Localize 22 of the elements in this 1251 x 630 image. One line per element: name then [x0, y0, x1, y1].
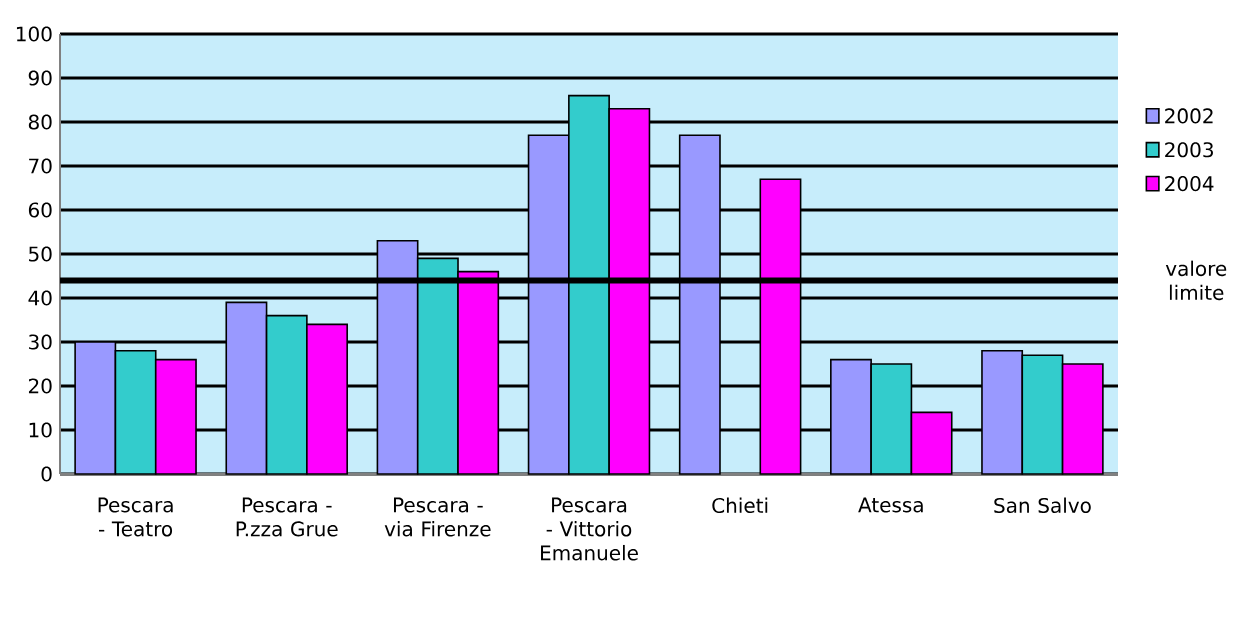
y-tick-label: 70	[29, 158, 52, 174]
y-tick-label: 30	[29, 334, 52, 350]
x-tick-label: Atessa	[858, 497, 923, 513]
y-tick-label: 100	[16, 26, 52, 42]
x-tick-label: Pescara - via Firenze	[384, 497, 491, 537]
x-tick-label: Pescara - Teatro	[98, 497, 173, 537]
legend-label: 2003	[1165, 142, 1213, 158]
y-tick-label: 80	[28, 114, 52, 130]
y-tick-label: 90	[28, 70, 52, 86]
y-tick-label: 20	[28, 378, 52, 394]
y-tick-label: 50	[29, 246, 52, 262]
y-tick-label: 40	[28, 290, 52, 306]
y-tick-label: 60	[28, 202, 52, 218]
legend-label: 2004	[1165, 176, 1214, 192]
x-tick-label: Pescara - P.zza Grue	[236, 497, 338, 537]
x-tick-label: Pescara - Vittorio Emanuele	[541, 497, 638, 561]
ref-line-label: valore limite	[1165, 260, 1227, 301]
y-tick-label: 10	[29, 422, 52, 438]
x-tick-label: Chieti	[712, 497, 768, 514]
y-tick-label: 0	[41, 466, 52, 482]
legend-label: 2002	[1165, 108, 1213, 124]
x-tick-label: San Salvo	[994, 497, 1091, 514]
